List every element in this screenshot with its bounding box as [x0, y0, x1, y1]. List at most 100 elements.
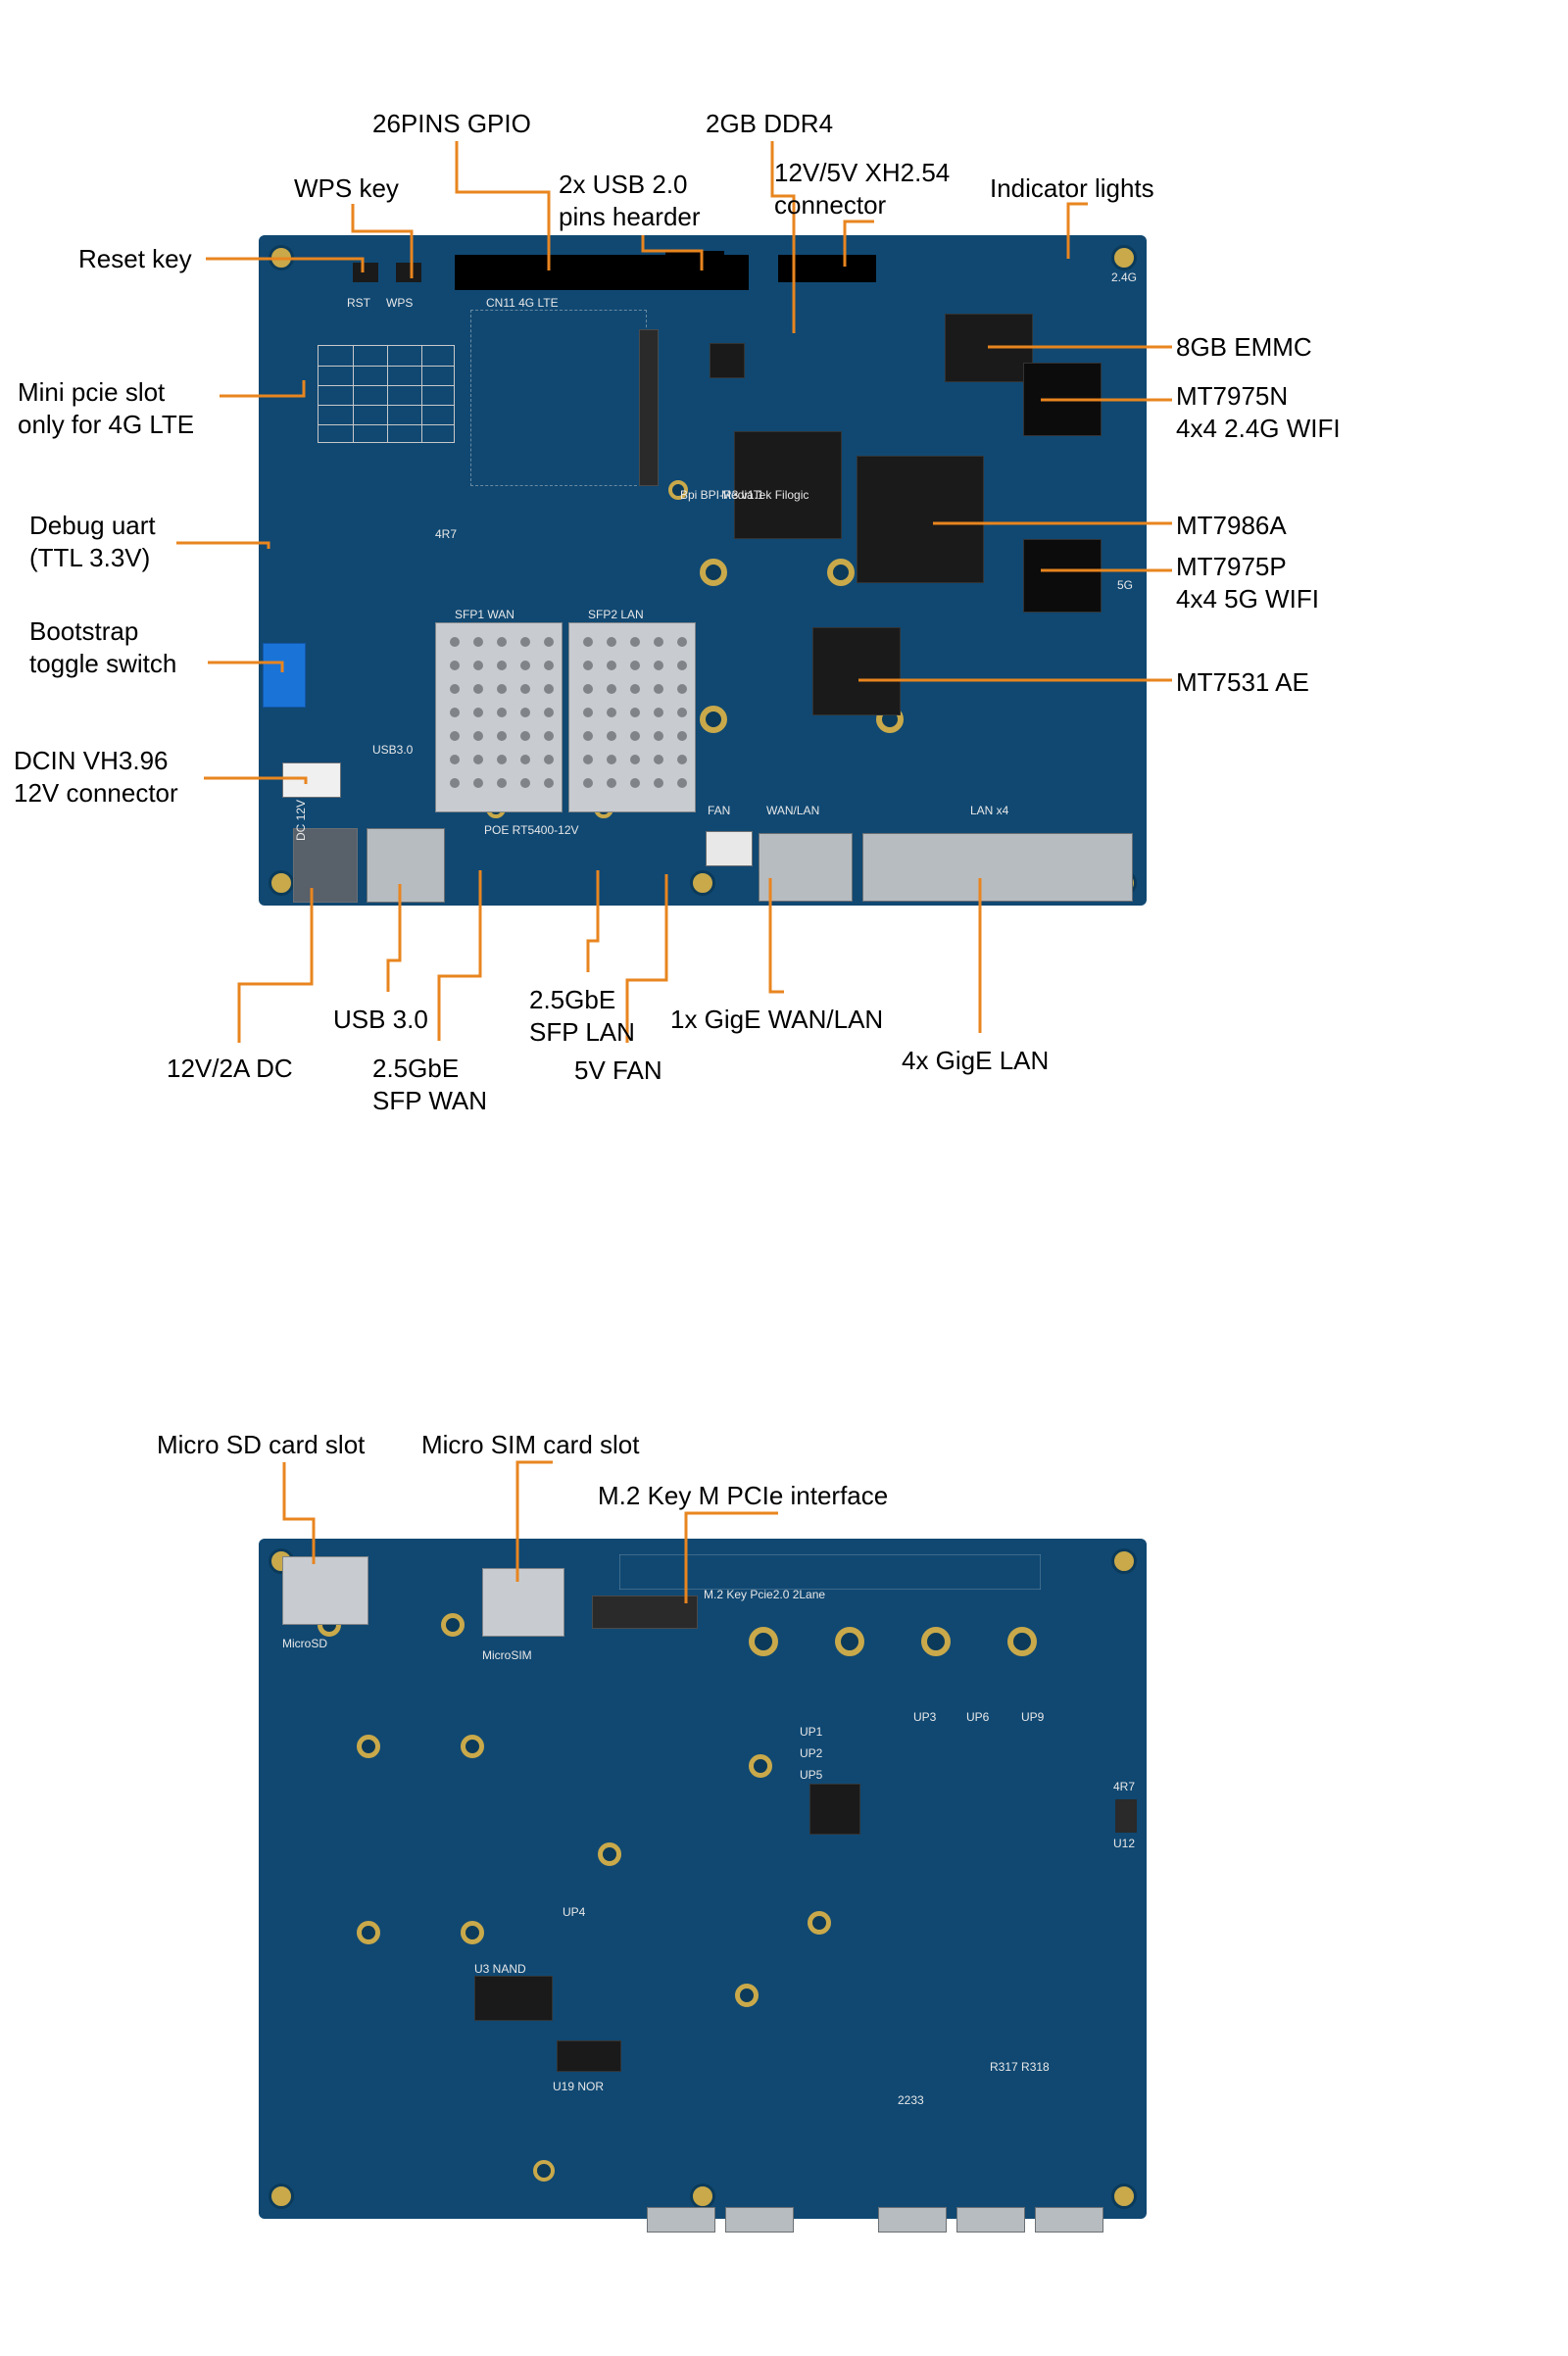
silk-m2: M.2 Key Pcie2.0 2Lane: [704, 1588, 825, 1601]
silk-nor: U19 NOR: [553, 2080, 604, 2093]
label-usb30: USB 3.0: [333, 1004, 428, 1036]
label-m2: M.2 Key M PCIe interface: [598, 1480, 888, 1512]
misc-chip: [809, 1784, 860, 1835]
standoff: [827, 559, 855, 586]
label-reset-key: Reset key: [78, 243, 192, 275]
standoff: [461, 1735, 484, 1758]
label-mt7531: MT7531 AE: [1176, 666, 1309, 699]
silk-5g: 5G: [1117, 578, 1133, 592]
mount-hole: [269, 870, 294, 896]
standoff: [357, 1735, 380, 1758]
standoff: [749, 1627, 778, 1656]
bottom-stub: [1035, 2207, 1103, 2233]
silk-grid: [318, 345, 455, 443]
usb2-header: [665, 251, 724, 274]
pcb-top: RST WPS CN11 4G LTE SFP1 WAN SFP2 LAN FA…: [259, 235, 1147, 906]
dcin-connector: [282, 762, 341, 798]
pin-strip: [619, 1554, 1041, 1590]
mt7975p-chip: [1023, 539, 1102, 613]
bottom-stub: [956, 2207, 1025, 2233]
mount-hole: [690, 870, 715, 896]
label-xh254: 12V/5V XH2.54 connector: [774, 157, 950, 221]
silk-fan: FAN: [708, 804, 730, 817]
silk-r317: R317 R318: [990, 2060, 1050, 2074]
label-emmc: 8GB EMMC: [1176, 331, 1312, 364]
ddr4-chip: [734, 431, 842, 539]
silk-up1: UP1: [800, 1725, 822, 1739]
bottom-stub: [647, 2207, 715, 2233]
standoff: [533, 2160, 555, 2182]
silk-bpi: Bpi BPI-R3 v1.1: [680, 488, 763, 502]
silk-24g: 2.4G: [1111, 270, 1137, 284]
mount-hole: [1111, 245, 1137, 270]
standoff: [735, 1984, 759, 2007]
silk-poe: POE RT5400-12V: [484, 823, 579, 837]
label-mt7975n: MT7975N 4x4 2.4G WIFI: [1176, 380, 1341, 444]
label-mt7975p: MT7975P 4x4 5G WIFI: [1176, 551, 1319, 614]
nand-chip: [474, 1976, 553, 2021]
label-debug-uart: Debug uart (TTL 3.3V): [29, 510, 156, 573]
minipcie-slot: [470, 310, 647, 486]
bottom-stub: [878, 2207, 947, 2233]
lan-block: [862, 833, 1133, 902]
wan-port: [759, 833, 853, 902]
rst-button: [353, 263, 378, 282]
silk-up5: UP5: [800, 1768, 822, 1782]
standoff: [357, 1921, 380, 1944]
label-fan: 5V FAN: [574, 1055, 662, 1087]
label-microsim: Micro SIM card slot: [421, 1429, 640, 1461]
microsd-slot: [282, 1556, 368, 1625]
mt7531-chip: [812, 627, 901, 715]
mt7975n-chip: [1023, 363, 1102, 436]
mount-hole: [1111, 2184, 1137, 2209]
silk-up6: UP6: [966, 1710, 989, 1724]
label-dcin: DCIN VH3.96 12V connector: [14, 745, 178, 809]
inductor: [1115, 1799, 1137, 1833]
standoff: [441, 1613, 465, 1637]
label-minipcie: Mini pcie slot only for 4G LTE: [18, 376, 194, 440]
silk-nand: U3 NAND: [474, 1962, 526, 1976]
wps-button: [396, 263, 421, 282]
mount-hole: [1111, 1548, 1137, 1574]
silk-microsd: MicroSD: [282, 1637, 327, 1650]
fan-header: [706, 831, 753, 866]
silk-wanlan: WAN/LAN: [766, 804, 819, 817]
label-gigelan: 4x GigE LAN: [902, 1045, 1049, 1077]
nor-chip: [557, 2040, 621, 2072]
bottom-stub: [725, 2207, 794, 2233]
silk-2233: 2233: [898, 2093, 924, 2107]
label-sfplan: 2.5GbE SFP LAN: [529, 984, 635, 1048]
silk-up2: UP2: [800, 1746, 822, 1760]
silk-usb30: USB3.0: [372, 743, 413, 757]
silk-up3: UP3: [913, 1710, 936, 1724]
m2-connector: [592, 1595, 698, 1629]
standoff: [808, 1911, 831, 1935]
standoff: [598, 1842, 621, 1866]
silk-wps: WPS: [386, 296, 413, 310]
label-sfpwan: 2.5GbE SFP WAN: [372, 1053, 487, 1116]
silk-cn11: CN11 4G LTE: [486, 296, 559, 310]
standoff: [835, 1627, 864, 1656]
mt7986a-chip: [857, 456, 984, 583]
silk-rst: RST: [347, 296, 370, 310]
microsim-slot: [482, 1568, 564, 1637]
silk-sfp1: SFP1 WAN: [455, 608, 514, 621]
label-wps: WPS key: [294, 172, 399, 205]
standoff: [700, 559, 727, 586]
silk-up4: UP4: [563, 1905, 585, 1919]
silk-4r7: 4R7: [435, 527, 457, 541]
pcb-bottom: MicroSD MicroSIM M.2 Key Pcie2.0 2Lane U…: [259, 1539, 1147, 2219]
standoff: [461, 1921, 484, 1944]
bottom-port-trace: [278, 2166, 523, 2199]
mount-hole: [269, 245, 294, 270]
usb3-port: [367, 828, 445, 903]
silk-lanx4: LAN x4: [970, 804, 1008, 817]
label-bootstrap: Bootstrap toggle switch: [29, 615, 176, 679]
label-usb2: 2x USB 2.0 pins hearder: [559, 169, 701, 232]
silk-microsim: MicroSIM: [482, 1648, 532, 1662]
label-mt7986a: MT7986A: [1176, 510, 1287, 542]
silk-dc12v: DC 12V: [294, 800, 308, 841]
silk-4r7b: 4R7: [1113, 1780, 1135, 1793]
label-gpio: 26PINS GPIO: [372, 108, 531, 140]
minipcie-connector: [639, 329, 659, 486]
